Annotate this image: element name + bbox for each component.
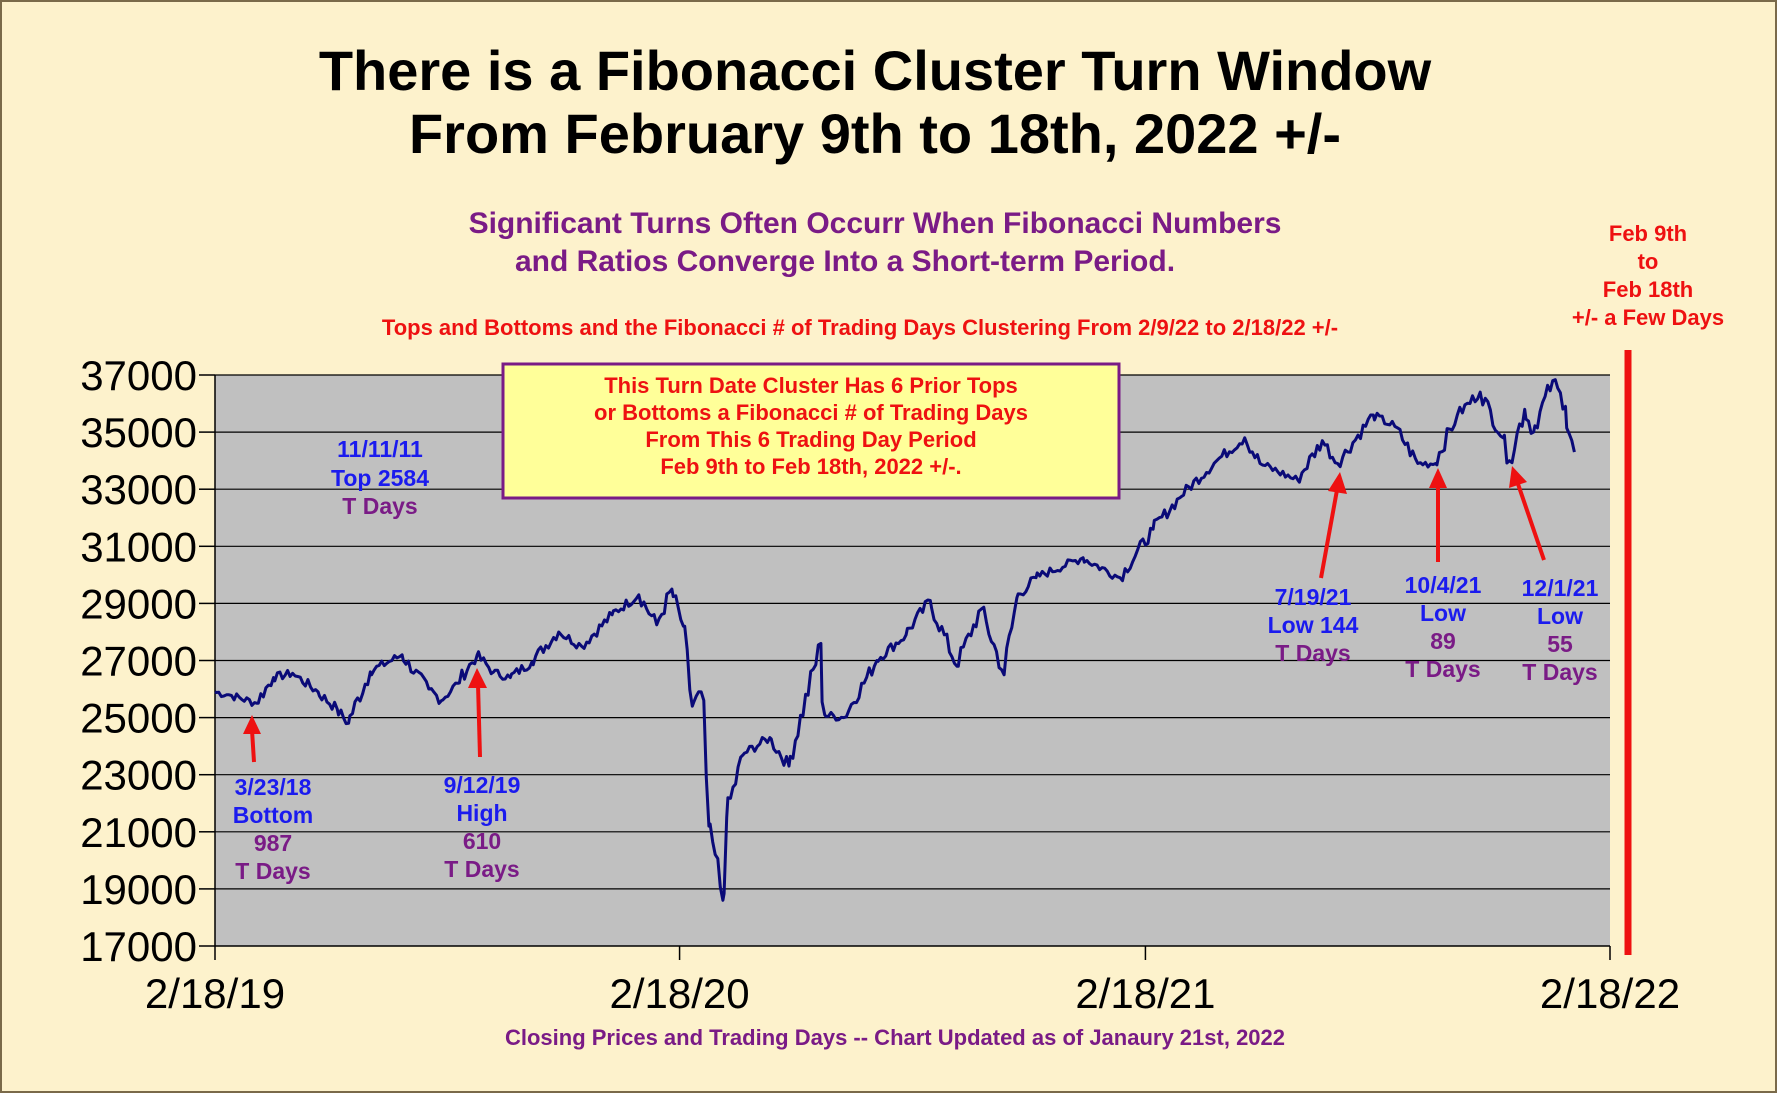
- annotation-bottom-2018-line-4: T Days: [235, 858, 310, 884]
- window-label-line-4: +/- a Few Days: [1572, 305, 1724, 330]
- annotation-low-2021-12-line-3: 55: [1547, 631, 1573, 657]
- annotation-low-2021-12: 12/1/21 Low 55 T Days: [1509, 466, 1599, 685]
- annotation-low-2021-10: 10/4/21 Low 89 T Days: [1405, 468, 1482, 682]
- ytick-label-19000: 19000: [80, 866, 197, 913]
- annotation-low-2021-07-line-2: Low 144: [1268, 612, 1359, 638]
- annotation-bottom-2018-line-2: Bottom: [233, 802, 313, 828]
- chart-title-line-1: There is a Fibonacci Cluster Turn Window: [319, 39, 1432, 102]
- ytick-label-23000: 23000: [80, 752, 197, 799]
- window-label-line-2: to: [1638, 249, 1659, 274]
- xtick-label-2: 2/18/21: [1075, 970, 1215, 1017]
- xtick-label-3: 2/18/22: [1540, 970, 1680, 1017]
- chart-subtitle-line-1: Significant Turns Often Occurr When Fibo…: [469, 207, 1282, 240]
- arrow-high-2019: [476, 683, 482, 758]
- info-box-line-4: Feb 9th to Feb 18th, 2022 +/-.: [660, 454, 961, 479]
- annotation-high-2019-line-4: T Days: [444, 856, 519, 882]
- annotation-high-2019: 9/12/19 High 610 T Days: [444, 668, 521, 882]
- xtick-label-0: 2/18/19: [145, 970, 285, 1017]
- annotation-high-2019-line-1: 9/12/19: [444, 772, 521, 798]
- ytick-label-31000: 31000: [80, 523, 197, 570]
- ytick-label-17000: 17000: [80, 923, 197, 970]
- annotation-bottom-2018-line-1: 3/23/18: [235, 774, 312, 800]
- annotation-high-2019-line-2: High: [456, 800, 507, 826]
- info-box-line-2: or Bottoms a Fibonacci # of Trading Days: [594, 400, 1028, 425]
- annotation-top-2011-line-1: 11/11/11: [337, 436, 423, 462]
- annotation-low-2021-07: 7/19/21 Low 144 T Days: [1268, 472, 1359, 666]
- chart-subtitle-line-2: and Ratios Converge Into a Short-term Pe…: [515, 245, 1175, 278]
- ytick-label-37000: 37000: [80, 352, 197, 399]
- arrowhead-high-2019: [468, 668, 487, 688]
- gridlines: [215, 374, 1610, 890]
- arrow-bottom-2018: [250, 729, 256, 763]
- arrow-low-2021-12: [1516, 483, 1546, 561]
- xtick-label-1: 2/18/20: [610, 970, 750, 1017]
- annotation-top-2011-line-3: T Days: [342, 493, 417, 519]
- chart-title-line-2: From February 9th to 18th, 2022 +/-: [409, 102, 1341, 165]
- annotation-low-2021-10-line-2: Low: [1420, 600, 1466, 626]
- annotation-low-2021-10-line-4: T Days: [1405, 656, 1480, 682]
- ytick-label-27000: 27000: [80, 638, 197, 685]
- axes: [199, 374, 1611, 960]
- annotation-low-2021-07-line-1: 7/19/21: [1275, 584, 1352, 610]
- ytick-label-25000: 25000: [80, 695, 197, 742]
- chart-subnote: Tops and Bottoms and the Fibonacci # of …: [382, 315, 1338, 340]
- info-box-line-3: From This 6 Trading Day Period: [645, 427, 976, 452]
- arrowhead-low-2021-07: [1328, 472, 1347, 494]
- annotation-low-2021-07-line-3: T Days: [1275, 640, 1350, 666]
- annotation-top-2011: 11/11/11 Top 2584 T Days: [331, 436, 429, 519]
- annotation-high-2019-line-3: 610: [463, 828, 501, 854]
- ytick-label-29000: 29000: [80, 580, 197, 627]
- ytick-label-35000: 35000: [80, 409, 197, 456]
- ytick-label-21000: 21000: [80, 809, 197, 856]
- annotation-low-2021-12-line-1: 12/1/21: [1522, 575, 1599, 601]
- info-box: [501, 362, 1121, 500]
- chart-footer: Closing Prices and Trading Days -- Chart…: [505, 1025, 1285, 1050]
- window-label-line-3: Feb 18th: [1603, 277, 1693, 302]
- arrow-low-2021-07: [1319, 489, 1339, 579]
- closing-price-line: [214, 378, 1576, 902]
- annotation-bottom-2018-line-3: 987: [254, 830, 292, 856]
- info-box-line-1: This Turn Date Cluster Has 6 Prior Tops: [604, 373, 1018, 398]
- annotation-low-2021-10-line-1: 10/4/21: [1405, 572, 1482, 598]
- annotation-bottom-2018: 3/23/18 Bottom 987 T Days: [233, 715, 313, 884]
- y-axis-ticks: 17000 19000 21000 23000 25000 27000 29000 31000…: [80, 352, 197, 970]
- annotation-low-2021-12-line-2: Low: [1537, 603, 1583, 629]
- ytick-label-33000: 33000: [80, 466, 197, 513]
- annotation-low-2021-10-line-3: 89: [1430, 628, 1456, 654]
- arrowhead-low-2021-12: [1509, 466, 1527, 488]
- annotation-low-2021-12-line-4: T Days: [1522, 659, 1597, 685]
- x-axis-ticks: 2/18/19 2/18/20 2/18/21 2/18/22: [145, 970, 1680, 1017]
- arrowhead-low-2021-10: [1429, 468, 1447, 488]
- annotation-top-2011-line-2: Top 2584: [331, 465, 429, 491]
- arrowhead-bottom-2018: [243, 715, 261, 734]
- window-label-line-1: Feb 9th: [1609, 221, 1687, 246]
